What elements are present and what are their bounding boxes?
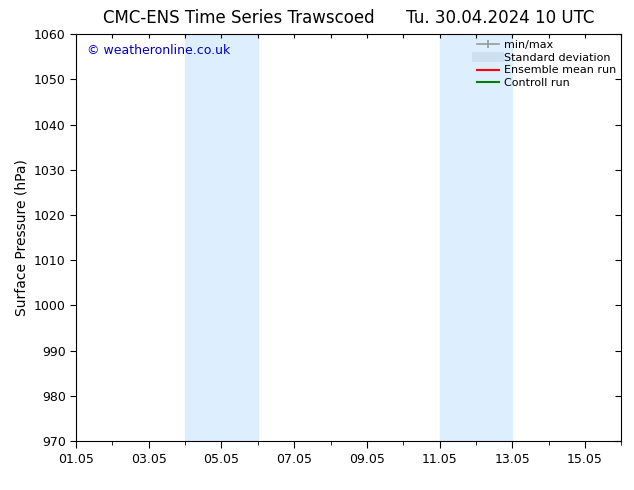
Title: CMC-ENS Time Series Trawscoed      Tu. 30.04.2024 10 UTC: CMC-ENS Time Series Trawscoed Tu. 30.04.… xyxy=(103,9,595,27)
Text: © weatheronline.co.uk: © weatheronline.co.uk xyxy=(87,45,230,57)
Legend: min/max, Standard deviation, Ensemble mean run, Controll run: min/max, Standard deviation, Ensemble me… xyxy=(474,37,619,92)
Y-axis label: Surface Pressure (hPa): Surface Pressure (hPa) xyxy=(14,159,29,316)
Bar xyxy=(439,34,512,441)
Bar xyxy=(185,34,258,441)
